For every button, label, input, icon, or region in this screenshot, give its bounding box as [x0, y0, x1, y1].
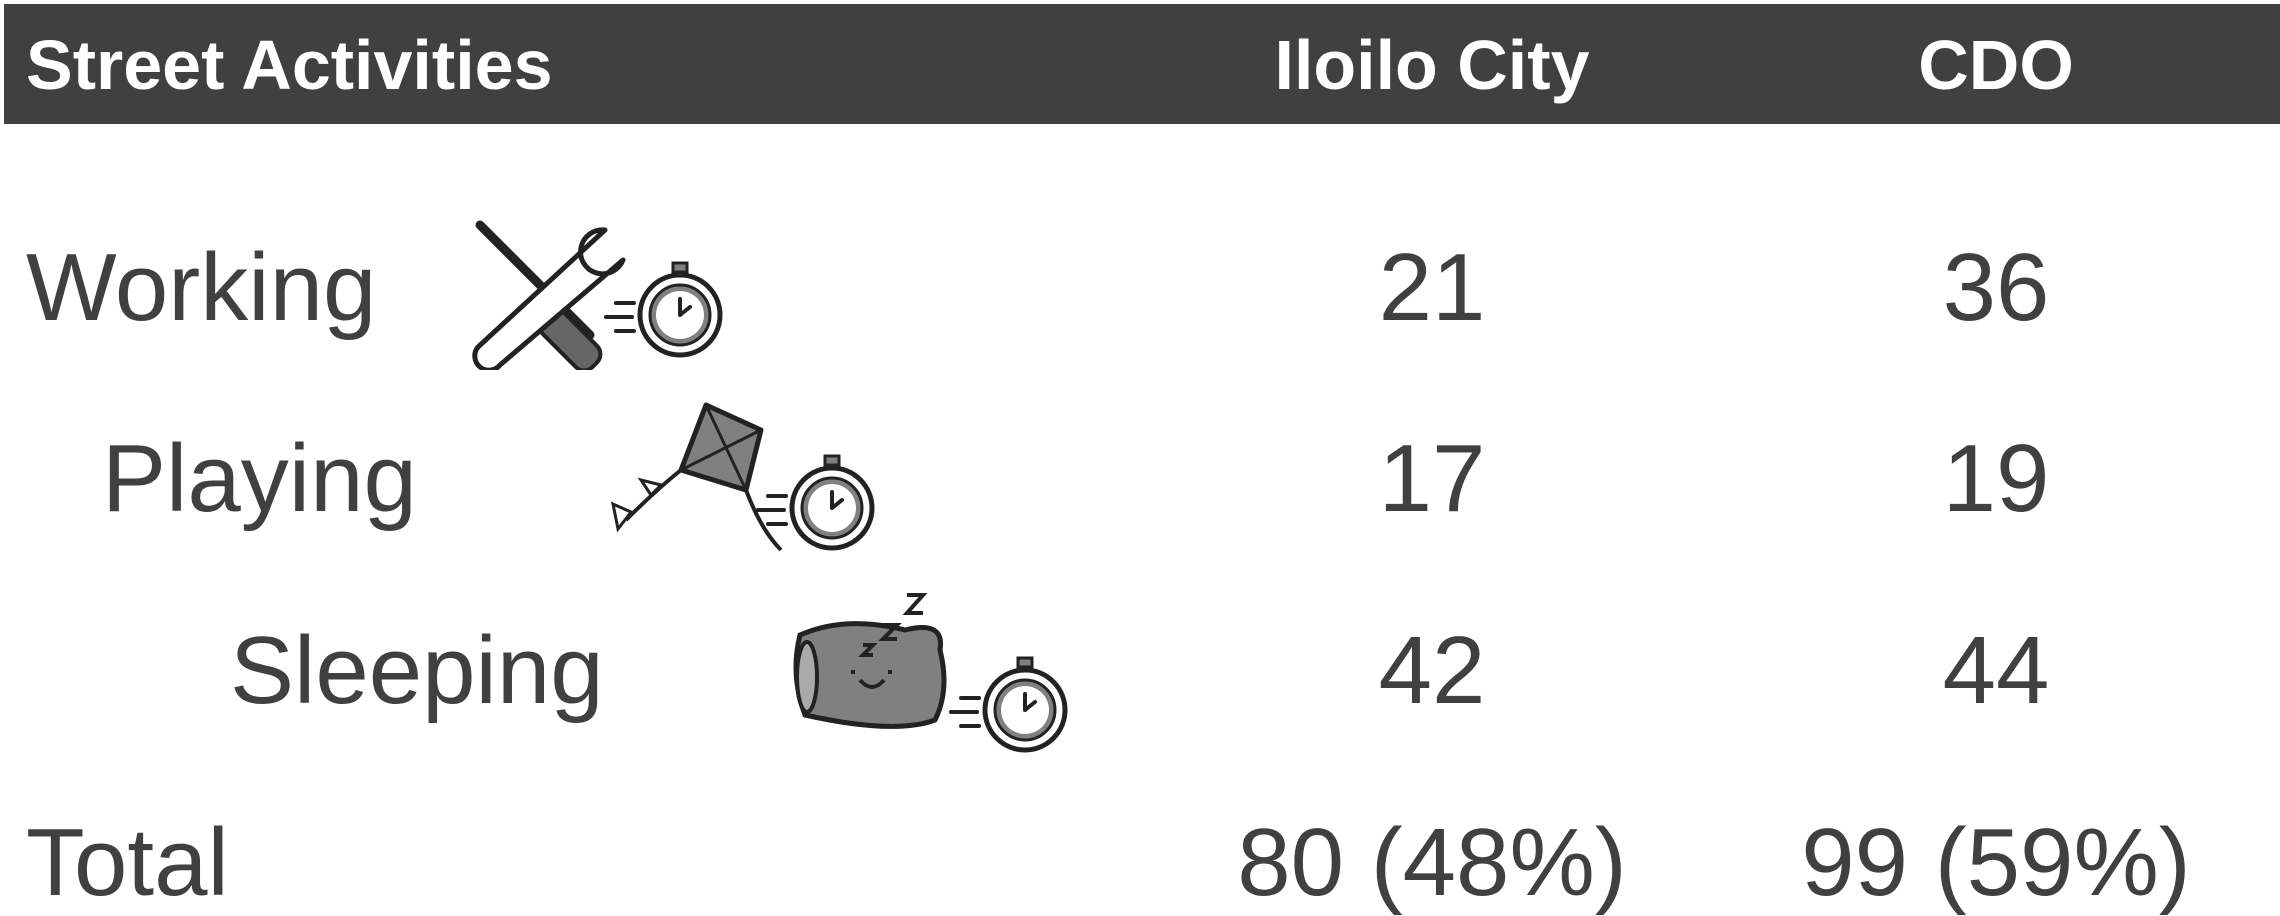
header-cell: CDO	[1918, 26, 2074, 104]
cell: 36	[1942, 234, 2050, 341]
row-label: Sleeping	[230, 617, 604, 724]
row-label: Playing	[102, 425, 417, 532]
cell: 21	[1378, 234, 1486, 341]
row-label: Total	[26, 809, 229, 916]
row-label: Working	[26, 234, 377, 341]
playing-icon	[610, 402, 876, 552]
cell: 17	[1378, 425, 1486, 532]
sleeping-icon	[793, 593, 1070, 760]
working-icon	[472, 220, 730, 370]
header-cell: Iloilo City	[1274, 26, 1590, 104]
cell: 42	[1378, 617, 1486, 724]
cell: 99 (59%)	[1801, 809, 2191, 916]
cell: 19	[1942, 425, 2050, 532]
header-bar	[4, 4, 2280, 124]
cell: 44	[1942, 617, 2050, 724]
cell: 80 (48%)	[1237, 809, 1627, 916]
header-cell: Street Activities	[26, 26, 553, 104]
